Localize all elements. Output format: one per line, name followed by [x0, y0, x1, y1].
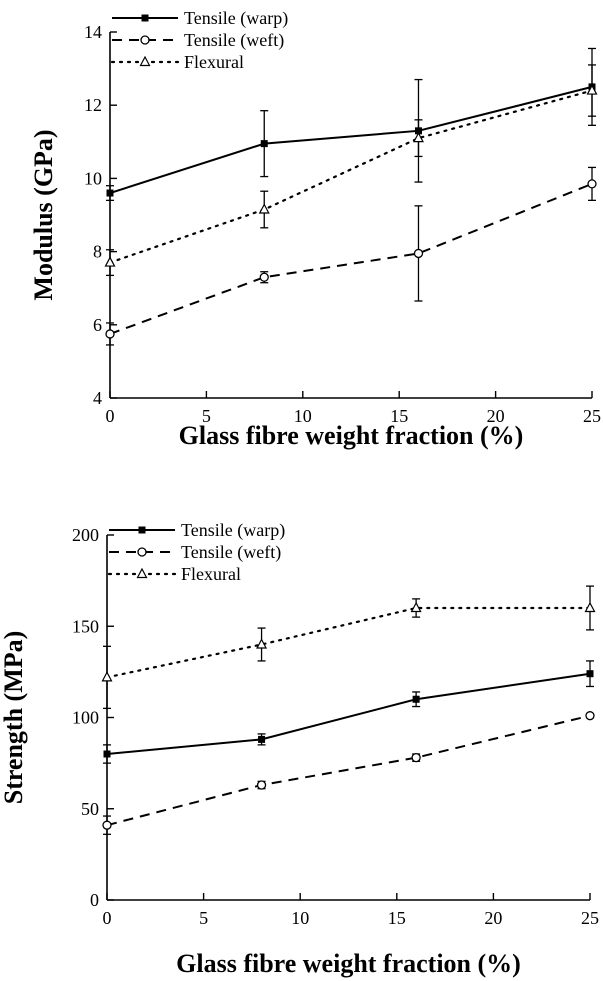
- x-tick-label: 10: [291, 908, 309, 928]
- x-axis-label: Glass fibre weight fraction (%): [179, 421, 524, 450]
- legend-marker: [136, 567, 148, 579]
- legend-label: Tensile (warp): [181, 520, 285, 541]
- y-tick-label: 150: [72, 616, 99, 636]
- x-tick-label: 25: [583, 406, 601, 426]
- series-line: [109, 182, 593, 335]
- x-tick-label: 5: [202, 406, 211, 426]
- data-point: [410, 601, 422, 613]
- data-point: [101, 671, 113, 682]
- y-tick-label: 100: [72, 708, 99, 728]
- x-tick-label: 0: [103, 908, 112, 928]
- legend-label: Flexural: [181, 564, 241, 584]
- legend-label: Tensile (weft): [181, 542, 281, 563]
- legend-label: Tensile (warp): [184, 8, 288, 29]
- y-tick-label: 200: [72, 525, 99, 545]
- x-tick-label: 0: [106, 406, 115, 426]
- modulus-panel: 4 6 8 10 12 14 0 5 10 15 20 25 Glass fibre weight fr…: [29, 8, 601, 450]
- x-tick-label: 5: [199, 908, 208, 928]
- y-tick-label: 10: [84, 168, 102, 188]
- y-tick-label: 0: [90, 890, 99, 910]
- series-line: [109, 85, 593, 194]
- data-point: [411, 753, 421, 763]
- series-line: [106, 714, 591, 827]
- series-flexural: [101, 585, 596, 710]
- data-point: [256, 780, 267, 790]
- series-line: [108, 89, 594, 264]
- x-tick-label: 20: [487, 406, 505, 426]
- y-tick-label: 12: [84, 95, 102, 115]
- series-line: [105, 606, 592, 679]
- series-tensile-weft: [105, 166, 597, 346]
- y-axis-label: Strength (MPa): [0, 631, 28, 805]
- data-point: [413, 248, 424, 259]
- series-flexural: [104, 64, 598, 277]
- x-tick-label: 15: [388, 908, 406, 928]
- legend-marker: [141, 14, 149, 22]
- legend: Tensile (warp)Tensile (weft)Flexural: [107, 520, 285, 584]
- data-point: [258, 735, 266, 743]
- series-tensile-weft: [102, 711, 595, 835]
- x-axis-label: Glass fibre weight fraction (%): [176, 949, 521, 978]
- legend-marker: [138, 526, 146, 534]
- data-point: [256, 638, 268, 649]
- legend-marker: [140, 35, 150, 45]
- data-point: [258, 203, 270, 214]
- data-point: [260, 140, 268, 148]
- data-point: [105, 329, 115, 339]
- data-point: [106, 189, 114, 197]
- y-tick-label: 8: [93, 242, 102, 262]
- data-point: [412, 131, 424, 143]
- data-point: [587, 179, 597, 189]
- data-point: [586, 84, 598, 95]
- data-point: [103, 750, 111, 758]
- data-point: [412, 695, 420, 703]
- data-point: [585, 711, 595, 721]
- data-point: [104, 256, 116, 267]
- legend: Tensile (warp)Tensile (weft)Flexural: [110, 8, 288, 72]
- y-tick-label: 4: [93, 388, 102, 408]
- y-tick-label: 50: [81, 799, 99, 819]
- data-point: [586, 670, 594, 678]
- legend-label: Flexural: [184, 52, 244, 72]
- x-tick-label: 15: [390, 406, 408, 426]
- strength-panel: 0 50 100 150 200 0 5 10 15 20 25 Glass fibre weight…: [0, 520, 599, 978]
- x-tick-label: 25: [581, 908, 599, 928]
- legend-marker: [139, 55, 151, 67]
- y-tick-label: 14: [84, 22, 102, 42]
- data-point: [259, 272, 269, 282]
- series-line: [106, 672, 591, 755]
- x-tick-label: 20: [484, 908, 502, 928]
- legend-marker: [137, 547, 147, 557]
- data-point: [584, 601, 596, 613]
- legend-label: Tensile (weft): [184, 30, 284, 51]
- y-tick-label: 6: [93, 315, 102, 335]
- series-tensile-warp: [106, 47, 596, 202]
- series-tensile-warp: [103, 660, 594, 764]
- y-axis-label: Modulus (GPa): [29, 129, 58, 300]
- data-point: [102, 820, 112, 830]
- x-tick-label: 10: [294, 406, 312, 426]
